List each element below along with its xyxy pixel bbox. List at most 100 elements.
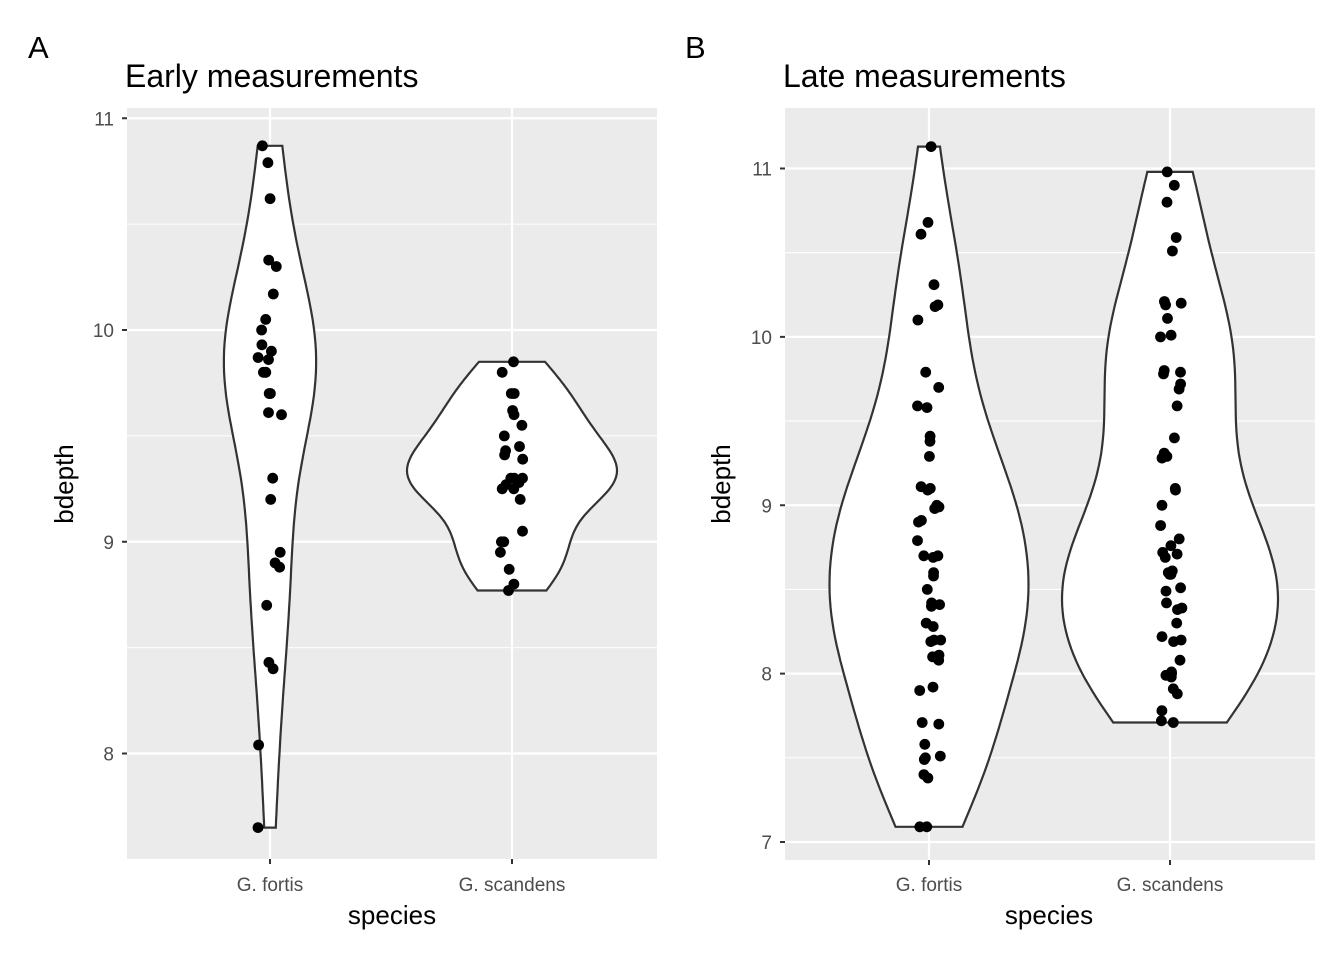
data-point-a-g-fortis [262,157,274,169]
data-point-a-g-fortis [256,324,267,336]
data-point-b-g-scandens [1165,568,1177,580]
panel-a-y-axis-title: bdepth [49,444,79,524]
data-point-b-g-scandens [1170,232,1182,243]
data-point-b-g-scandens [1168,636,1179,647]
data-point-b-g-scandens [1165,329,1177,341]
data-point-b-g-fortis [935,634,947,646]
data-point-b-g-scandens [1156,499,1168,511]
y-tick-label-a: 8 [103,745,114,766]
data-point-b-g-scandens [1173,533,1185,545]
data-point-a-g-scandens [508,388,520,399]
data-point-a-g-scandens [508,409,520,421]
data-point-b-g-fortis [915,228,927,240]
data-point-b-g-scandens [1165,540,1177,552]
data-point-a-g-scandens [516,419,528,431]
panel-a-xtick-label-scandens: G. scandens [459,875,566,896]
data-point-b-g-fortis [921,821,933,833]
data-point-b-g-scandens [1161,597,1172,609]
data-point-b-g-fortis [918,754,930,765]
data-point-b-g-fortis [924,435,936,447]
data-point-a-g-scandens [514,441,525,452]
data-point-b-g-scandens [1155,520,1166,531]
data-point-b-g-fortis [927,621,939,632]
data-point-b-g-scandens [1172,604,1183,615]
y-tick-label-b: 10 [751,328,772,349]
data-point-b-g-scandens [1171,617,1183,629]
data-point-a-g-fortis [260,366,271,378]
data-point-a-g-fortis [264,193,276,205]
data-point-a-g-fortis [256,339,268,351]
data-point-b-g-fortis [921,584,933,595]
data-point-a-g-scandens [503,585,514,596]
data-point-b-g-scandens [1169,432,1180,444]
data-point-a-g-fortis [257,140,268,152]
panel-b-ticks: 7 8 9 10 11 [751,160,1171,865]
panel-b-xtick-label-fortis: G. fortis [896,875,963,896]
violin-b-g-scandens [1060,170,1280,724]
data-point-b-g-scandens [1156,452,1168,464]
data-point-b-g-fortis [933,718,945,730]
data-point-b-g-fortis [916,717,928,728]
data-point-a-g-fortis [274,546,286,558]
data-point-a-g-fortis [263,388,275,399]
data-point-b-g-fortis [928,279,940,291]
data-point-a-g-fortis [263,254,275,266]
data-point-b-g-scandens [1156,705,1168,717]
data-point-b-g-scandens [1161,196,1173,208]
data-point-a-g-fortis [252,822,264,833]
data-point-b-g-fortis [912,535,923,546]
data-point-a-g-scandens [495,546,506,558]
panel-b-y-axis-title: bdepth [706,444,736,524]
data-point-a-g-scandens [517,453,529,465]
data-point-b-g-scandens [1170,484,1181,496]
data-point-b-g-fortis [926,600,937,612]
data-point-a-g-fortis [267,663,279,675]
data-point-a-g-scandens [508,483,520,495]
data-point-b-g-scandens [1167,245,1178,257]
data-point-a-g-fortis [252,352,264,363]
data-point-b-g-fortis [929,503,941,514]
data-point-b-g-scandens [1171,688,1183,700]
data-point-b-g-scandens [1171,400,1183,412]
data-point-b-g-fortis [922,484,934,496]
panel-b: B Late measurements 7 8 9 10 11 G. fortis G.… [685,30,1315,930]
data-point-a-g-fortis [266,345,277,357]
panel-b-tag: B [685,30,706,65]
data-point-a-g-fortis [267,472,279,484]
data-point-b-g-fortis [919,738,931,750]
y-tick-label-a: 11 [94,109,114,130]
data-point-a-g-scandens [517,525,528,537]
data-point-b-g-scandens [1173,383,1185,395]
panel-a: A Early measurements 8 9 10 11 G. fortis G.… [28,30,657,930]
y-tick-label-b: 9 [761,496,772,517]
panel-a-x-axis-title: species [348,900,436,930]
data-point-b-g-scandens [1175,366,1186,378]
data-point-b-g-fortis [925,141,937,153]
data-point-b-g-scandens [1175,582,1186,594]
data-point-a-g-scandens [498,430,510,442]
data-point-b-g-fortis [933,654,945,666]
y-tick-label-a: 9 [103,533,114,554]
data-point-b-g-fortis [927,552,939,563]
data-point-b-g-scandens [1165,671,1177,683]
y-tick-label-b: 8 [761,665,772,686]
data-point-a-g-scandens [503,563,515,575]
data-point-b-g-scandens [1167,717,1179,728]
data-point-b-g-scandens [1160,299,1171,311]
data-point-a-g-fortis [270,261,282,272]
data-point-a-g-fortis [253,739,264,751]
data-point-b-g-fortis [934,599,945,610]
data-point-a-g-fortis [276,409,287,421]
data-point-b-g-fortis [933,382,945,393]
data-point-b-g-fortis [918,550,930,562]
y-tick-label-a: 10 [93,321,114,342]
data-point-a-g-fortis [261,599,273,611]
data-point-b-g-fortis [914,685,926,696]
data-point-b-g-fortis [921,402,933,413]
data-point-a-g-scandens [514,494,526,505]
panel-b-title: Late measurements [783,58,1066,94]
data-point-b-g-fortis [922,772,934,784]
data-point-b-g-scandens [1156,715,1167,727]
panel-a-xtick-label-fortis: G. fortis [237,875,304,896]
